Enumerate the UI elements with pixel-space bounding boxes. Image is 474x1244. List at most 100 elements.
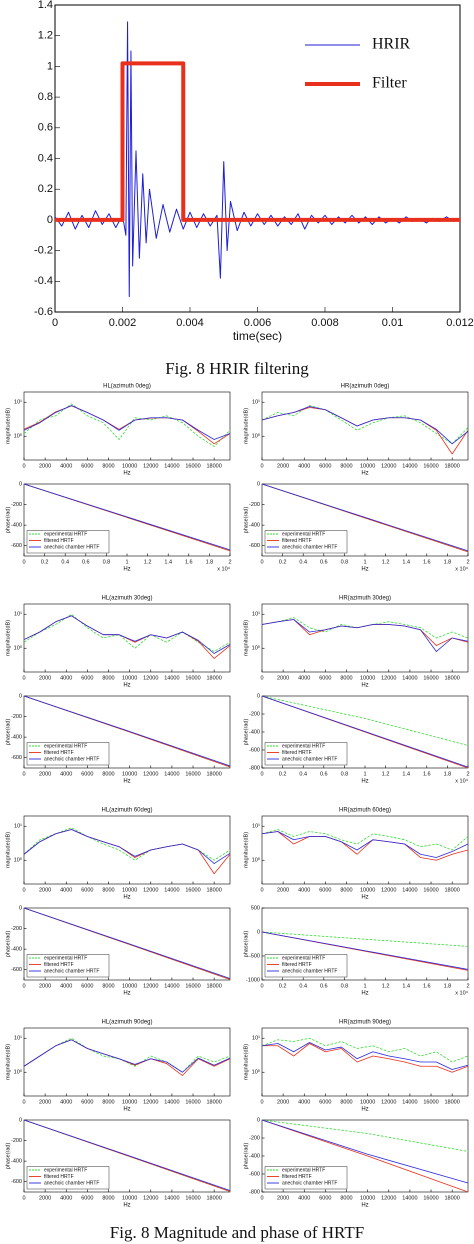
x-tick-label: 16000: [185, 463, 200, 469]
x-tick-label: 1.8: [444, 559, 452, 565]
x-tick-label: 8000: [102, 771, 114, 777]
x-tick-label: 8000: [102, 887, 114, 893]
x-tick-label: 14000: [164, 983, 179, 989]
x-tick-label: 0.4: [299, 771, 307, 777]
x-tick-label: 18000: [445, 1099, 460, 1105]
x-axis-label: time(sec): [233, 329, 282, 343]
x-tick-label: 4000: [60, 1195, 72, 1201]
x-tick-label: 0.01: [382, 317, 403, 329]
x-tick-label: 4000: [298, 1195, 310, 1201]
series-line: [261, 1119, 469, 1152]
x-tick-label: 18000: [207, 675, 222, 681]
x-tick-label: 1.6: [423, 983, 431, 989]
y-tick-label: 0: [257, 1117, 260, 1123]
y-axis-label: phase(rad): [243, 719, 249, 746]
y-axis-label: magnitude(dB): [5, 620, 11, 656]
plot-frame: [23, 391, 231, 461]
x-tick-label: 1.8: [444, 983, 452, 989]
y-tick-label: -200: [11, 1138, 22, 1144]
x-tick-label: 1.8: [444, 771, 452, 777]
x-tick-label: 12000: [143, 771, 158, 777]
x-tick-label: 14000: [164, 1099, 179, 1105]
y-tick-label: 0.8: [38, 91, 53, 103]
x-tick-label: 8000: [340, 1099, 352, 1105]
y-axis-label: magnitude(dB): [243, 620, 249, 656]
x-axis-label: Hz: [123, 471, 130, 477]
x-tick-label: 4000: [298, 675, 310, 681]
x-tick-label: 10000: [122, 675, 137, 681]
x-tick-label: 0.2: [41, 559, 49, 565]
legend-label: anechoic chamber HRTF: [282, 1180, 338, 1186]
y-tick-label: 0: [19, 1117, 22, 1123]
series-line: [261, 831, 469, 858]
y-tick-label: 0: [19, 693, 22, 699]
chart-title: HR(azimuth 60deg): [339, 808, 391, 814]
y-tick-label: 0: [19, 481, 22, 487]
x-tick-label: 4000: [60, 887, 72, 893]
legend-label: anechoic chamber HRTF: [44, 756, 100, 762]
legend-label: HRIR: [372, 36, 411, 53]
legend-box: [26, 1166, 110, 1190]
legend-box: [264, 1166, 348, 1190]
y-axis-label: magnitude(dB): [5, 832, 11, 868]
y-tick-label: 500: [251, 905, 260, 911]
legend-label: anechoic chamber HRTF: [44, 1180, 100, 1186]
series-line: [55, 61, 460, 222]
series-line: [261, 1042, 469, 1070]
chart-title: HL(azimuth 30deg): [101, 596, 152, 602]
x-tick-label: 2: [228, 559, 231, 565]
legend-label: experimental HRTF: [282, 743, 325, 749]
x-tick-label: 2000: [39, 771, 51, 777]
y-axis-label: magnitude(dB): [5, 1044, 11, 1080]
y-tick-label: -200: [249, 1135, 260, 1141]
legend-label: filtered HRTF: [282, 538, 312, 544]
x-tick-label: 14000: [402, 1099, 417, 1105]
plot-frame: [261, 603, 469, 673]
x-tick-label: 0: [22, 1099, 25, 1105]
x-tick-label: 16000: [185, 675, 200, 681]
y-tick-label: -400: [249, 729, 260, 735]
y-tick-label: -500: [249, 953, 260, 959]
legend-label: experimental HRTF: [44, 743, 87, 749]
y-tick-label: 10⁰: [252, 1069, 261, 1076]
x-tick-label: 12000: [143, 983, 158, 989]
x-tick-label: 0: [22, 887, 25, 893]
series-line: [261, 931, 469, 970]
plot-frame: [23, 815, 231, 885]
y-axis-label: magnitude(dB): [243, 408, 249, 444]
y-tick-label: -200: [249, 502, 260, 508]
x-tick-label: 0: [22, 675, 25, 681]
legend-label: anechoic chamber HRTF: [44, 544, 100, 550]
y-tick-label: 10¹: [252, 1036, 260, 1042]
x-axis-label: Hz: [123, 895, 130, 901]
x-tick-label: 2: [466, 771, 469, 777]
series-line: [261, 829, 469, 851]
y-tick-label: -600: [11, 755, 22, 761]
y-tick-label: -600: [249, 543, 260, 549]
y-tick-label: -600: [249, 747, 260, 753]
x-tick-label: 0.2: [279, 771, 287, 777]
y-tick-label: -600: [11, 1179, 22, 1185]
x-axis-label: Hz: [361, 471, 368, 477]
x-tick-label: 6000: [81, 675, 93, 681]
x-tick-label: 2000: [277, 887, 289, 893]
series-line: [23, 615, 231, 654]
x-tick-label: 8000: [340, 463, 352, 469]
x-tick-label: 1.4: [164, 559, 172, 565]
x-tick-label: 12000: [381, 675, 396, 681]
x-tick-label: 12000: [143, 1195, 158, 1201]
series-line: [23, 829, 231, 864]
x-tick-label: 6000: [81, 771, 93, 777]
x-tick-label: 4000: [60, 463, 72, 469]
x-tick-label: 18000: [207, 1099, 222, 1105]
legend-label: anechoic chamber HRTF: [282, 544, 338, 550]
x-axis-label: Hz: [361, 683, 368, 689]
y-axis-label: phase(rad): [243, 931, 249, 958]
x-axis-label: Hz: [361, 779, 368, 785]
x-tick-label: 0: [22, 983, 25, 989]
y-tick-label: -600: [11, 967, 22, 973]
x-tick-label: 1.2: [382, 771, 390, 777]
chart-title: HR(azimuth 0deg): [341, 384, 390, 390]
y-tick-label: 0.4: [38, 152, 53, 164]
x-tick-label: 0.8: [341, 559, 349, 565]
